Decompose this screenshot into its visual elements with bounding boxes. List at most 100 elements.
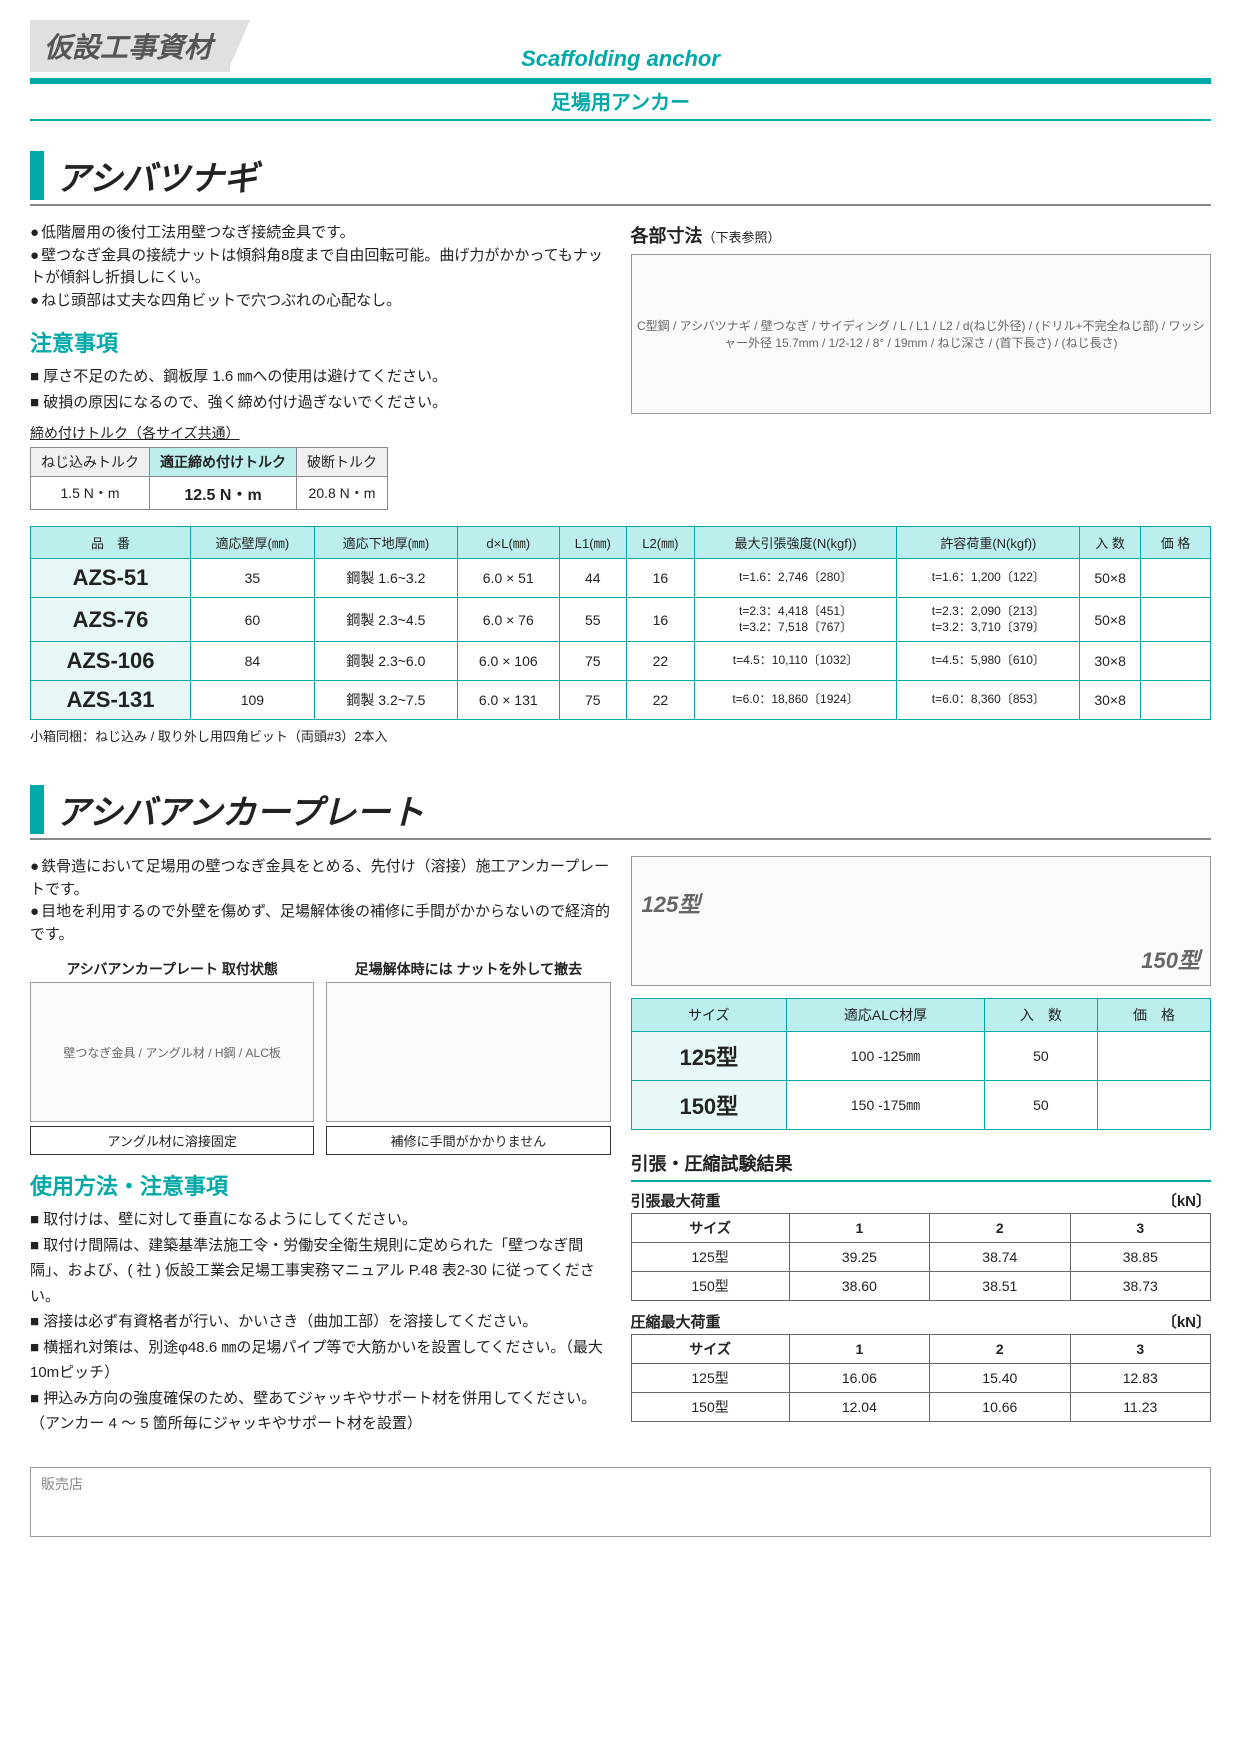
td: 6.0 × 106 [458,642,559,681]
caution-item: 厚さ不足のため、鋼板厚 1.6 ㎜への使用は避けてください。 [30,364,611,390]
product-number: AZS-51 [31,559,191,598]
td: 50 [984,1081,1097,1130]
td: 60 [191,598,315,642]
td: 11.23 [1070,1393,1210,1422]
caution-list: 厚さ不足のため、鋼板厚 1.6 ㎜への使用は避けてください。 破損の原因になるの… [30,364,611,415]
td: 125型 [631,1364,789,1393]
caution-item: 破損の原因になるので、強く締め付け過ぎないでください。 [30,390,611,416]
install-diagram: 壁つなぎ金具 / アングル材 / H鋼 / ALC板 [30,982,314,1122]
td-price [1097,1032,1210,1081]
bullet-item: 目地を利用するので外壁を傷めず、足場解体後の補修に手間がかからないので経済的です… [30,901,611,946]
divider-teal [30,78,1211,84]
section2-title: アシバアンカープレート [30,785,1211,834]
bullet-item: 壁つなぎ金具の接続ナットは傾斜角8度まで自由回転可能。曲げ力がかかってもナットが… [30,245,611,290]
torque-table: ねじ込みトルク 適正締め付けトルク 破断トルク 1.5 N・m 12.5 N・m… [30,447,388,510]
product-number: AZS-76 [31,598,191,642]
td: 84 [191,642,315,681]
th: サイズ [631,1335,789,1364]
td: 125型 [631,1243,789,1272]
td: 1.5 N・m [31,477,150,510]
th: 2 [930,1214,1070,1243]
torque-note: 締め付けトルク（各サイズ共通） [30,423,611,443]
th: 入 数 [984,999,1097,1032]
divider [30,838,1211,840]
td: t=2.3：4,418〔451〕t=3.2：7,518〔767〕 [694,598,897,642]
bullet-item: 鉄骨造において足場用の壁つなぎ金具をとめる、先付け（溶接）施工アンカープレートで… [30,856,611,901]
bullet-item: 低階層用の後付工法用壁つなぎ接続金具です。 [30,222,611,245]
th: 許容荷重(N(kgf)) [897,527,1080,559]
td: 150型 [631,1272,789,1301]
product-number: AZS-131 [31,681,191,720]
td: 38.73 [1070,1272,1210,1301]
th: 適正締め付けトルク [150,448,297,477]
th: 価 格 [1141,527,1211,559]
td-price [1141,642,1211,681]
th: 1 [789,1214,929,1243]
td: 30×8 [1080,681,1141,720]
plate-label: 150型 [1141,943,1200,975]
td: 38.51 [930,1272,1070,1301]
bullet-list: 鉄骨造において足場用の壁つなぎ金具をとめる、先付け（溶接）施工アンカープレートで… [30,856,611,946]
th: L1(㎜) [559,527,627,559]
td: t=1.6：1,200〔122〕 [897,559,1080,598]
header-sub-jp: 足場用アンカー [30,86,1211,115]
td: 22 [627,681,695,720]
tensile-table: サイズ 1 2 3 125型 39.25 38.74 38.85 150型 38… [631,1213,1212,1301]
plate-table: サイズ 適応ALC材厚 入 数 価 格 125型 100 -125㎜ 50 15… [631,998,1212,1130]
product-photo: 125型 150型 [631,856,1212,986]
section1-title: アシバツナギ [30,151,1211,200]
th: 2 [930,1335,1070,1364]
diag-foot: 補修に手間がかかりません [326,1126,610,1155]
divider-thin [30,119,1211,121]
td: 6.0 × 76 [458,598,559,642]
td: 12.5 N・m [150,477,297,510]
th: 最大引張強度(N(kgf)) [694,527,897,559]
td: 50×8 [1080,559,1141,598]
td: 50 [984,1032,1097,1081]
use-list: 取付けは、壁に対して垂直になるようにしてください。 取付け間隔は、建築基準法施工… [30,1207,611,1437]
th: サイズ [631,999,787,1032]
td-price [1097,1081,1210,1130]
product-number: AZS-106 [31,642,191,681]
th: d×L(㎜) [458,527,559,559]
td: 55 [559,598,627,642]
use-item: 取付けは、壁に対して垂直になるようにしてください。 [30,1207,611,1233]
th: 価 格 [1097,999,1210,1032]
td: 38.74 [930,1243,1070,1272]
td-price [1141,681,1211,720]
td-price [1141,559,1211,598]
tensile-label: 引張最大荷重〔kN〕 [631,1190,1212,1211]
td: t=6.0：8,360〔853〕 [897,681,1080,720]
td: 75 [559,681,627,720]
td: t=4.5：5,980〔610〕 [897,642,1080,681]
bullet-list: 低階層用の後付工法用壁つなぎ接続金具です。 壁つなぎ金具の接続ナットは傾斜角8度… [30,222,611,312]
td: 12.83 [1070,1364,1210,1393]
td: 16.06 [789,1364,929,1393]
td: t=4.5：10,110〔1032〕 [694,642,897,681]
td: 鋼製 1.6~3.2 [314,559,457,598]
td: 16 [627,598,695,642]
td: 22 [627,642,695,681]
th: サイズ [631,1214,789,1243]
td: 12.04 [789,1393,929,1422]
footnote: 小箱同梱：ねじ込み / 取り外し用四角ビット（両頭#3）2本入 [30,726,1211,745]
td: 100 -125㎜ [787,1032,985,1081]
th: L2(㎜) [627,527,695,559]
size: 125型 [631,1032,787,1081]
use-item: 横揺れ対策は、別途φ48.6 ㎜の足場パイプ等で大筋かいを設置してください。（最… [30,1335,611,1386]
td: t=2.3：2,090〔213〕t=3.2：3,710〔379〕 [897,598,1080,642]
td: 15.40 [930,1364,1070,1393]
td: 10.66 [930,1393,1070,1422]
td: 150型 [631,1393,789,1422]
install-diagrams: アシバアンカープレート 取付状態 壁つなぎ金具 / アングル材 / H鋼 / A… [30,960,611,1155]
td: 39.25 [789,1243,929,1272]
th: 1 [789,1335,929,1364]
use-head: 使用方法・注意事項 [30,1169,611,1201]
th: 適応壁厚(㎜) [191,527,315,559]
use-item: 取付け間隔は、建築基準法施工令・労働安全衛生規則に定められた「壁つなぎ間隔」、お… [30,1233,611,1310]
td: 鋼製 2.3~4.5 [314,598,457,642]
th: 3 [1070,1214,1210,1243]
dim-title: 各部寸法（下表参照） [631,222,1212,248]
compress-label: 圧縮最大荷重〔kN〕 [631,1311,1212,1332]
dimension-diagram: C型鋼 / アシバツナギ / 壁つなぎ / サイディング / L / L1 / … [631,254,1212,414]
